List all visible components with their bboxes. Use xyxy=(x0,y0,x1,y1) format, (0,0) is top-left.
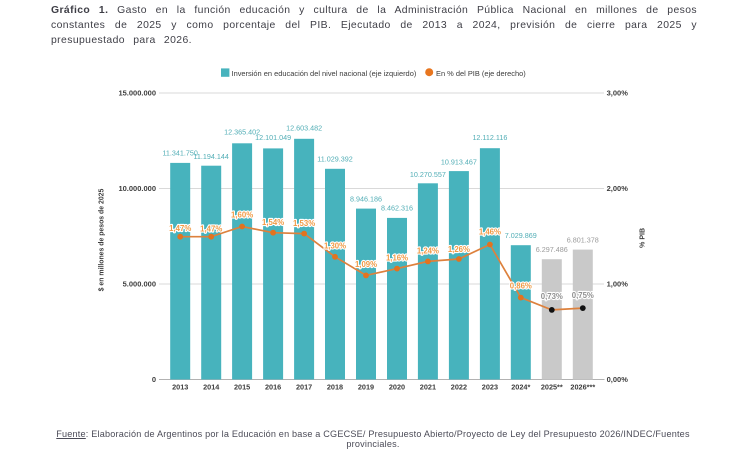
svg-text:10.000.000: 10.000.000 xyxy=(118,184,156,193)
svg-text:2015: 2015 xyxy=(234,383,250,392)
svg-text:0,75%: 0,75% xyxy=(572,291,594,300)
svg-text:6.297.486: 6.297.486 xyxy=(536,245,568,254)
svg-text:% PIB: % PIB xyxy=(639,228,647,248)
svg-text:En % del PIB (eje derecho): En % del PIB (eje derecho) xyxy=(436,69,526,78)
svg-text:10.913.467: 10.913.467 xyxy=(441,157,477,166)
svg-text:2023: 2023 xyxy=(482,383,498,392)
svg-text:5.000.000: 5.000.000 xyxy=(123,280,156,289)
svg-text:1,60%: 1,60% xyxy=(231,210,253,219)
svg-text:1,54%: 1,54% xyxy=(262,218,284,227)
svg-text:1,30%: 1,30% xyxy=(324,242,346,251)
svg-text:10.270.557: 10.270.557 xyxy=(410,170,446,179)
svg-text:0,73%: 0,73% xyxy=(541,292,563,301)
svg-text:1,26%: 1,26% xyxy=(448,245,470,254)
svg-text:2016: 2016 xyxy=(265,383,281,392)
svg-text:1,47%: 1,47% xyxy=(200,224,222,233)
svg-text:2026***: 2026*** xyxy=(570,383,595,392)
svg-text:7.029.869: 7.029.869 xyxy=(505,231,537,240)
svg-text:12.365.402: 12.365.402 xyxy=(224,127,260,136)
svg-text:1,53%: 1,53% xyxy=(293,219,315,228)
svg-text:0,00%: 0,00% xyxy=(607,375,629,384)
svg-text:2025**: 2025** xyxy=(541,383,563,392)
svg-text:2017: 2017 xyxy=(296,383,312,392)
svg-text:8.946.186: 8.946.186 xyxy=(350,195,382,204)
svg-text:2019: 2019 xyxy=(358,383,374,392)
svg-text:2024*: 2024* xyxy=(511,383,530,392)
svg-text:2,00%: 2,00% xyxy=(607,184,629,193)
svg-text:1,09%: 1,09% xyxy=(355,260,377,269)
svg-text:0,86%: 0,86% xyxy=(510,282,532,291)
svg-text:1,46%: 1,46% xyxy=(479,227,501,236)
svg-text:2020: 2020 xyxy=(389,383,405,392)
svg-text:12.112.116: 12.112.116 xyxy=(472,133,507,142)
svg-text:1,47%: 1,47% xyxy=(169,224,191,233)
svg-text:11.341.750: 11.341.750 xyxy=(162,149,197,158)
svg-text:12.603.482: 12.603.482 xyxy=(286,124,322,133)
svg-text:2013: 2013 xyxy=(172,383,188,392)
svg-text:8.462.316: 8.462.316 xyxy=(381,204,413,213)
svg-text:2022: 2022 xyxy=(451,383,467,392)
svg-text:2021: 2021 xyxy=(420,383,436,392)
svg-text:15.000.000: 15.000.000 xyxy=(118,89,156,98)
svg-text:$ en millones de pesos de 2025: $ en millones de pesos de 2025 xyxy=(99,189,106,292)
svg-text:6.801.378: 6.801.378 xyxy=(567,235,599,244)
svg-text:3,00%: 3,00% xyxy=(607,88,629,97)
svg-text:1,24%: 1,24% xyxy=(417,246,439,255)
svg-text:11.029.392: 11.029.392 xyxy=(317,155,352,164)
svg-text:2014: 2014 xyxy=(203,383,220,392)
svg-text:0: 0 xyxy=(152,375,156,384)
svg-text:11.194.144: 11.194.144 xyxy=(193,152,228,161)
svg-text:2018: 2018 xyxy=(327,383,343,392)
svg-text:1,00%: 1,00% xyxy=(607,279,629,288)
svg-text:1,16%: 1,16% xyxy=(386,254,408,263)
svg-text:12.101.049: 12.101.049 xyxy=(255,133,291,142)
svg-text:Inversión en educación del niv: Inversión en educación del nivel naciona… xyxy=(232,69,417,78)
